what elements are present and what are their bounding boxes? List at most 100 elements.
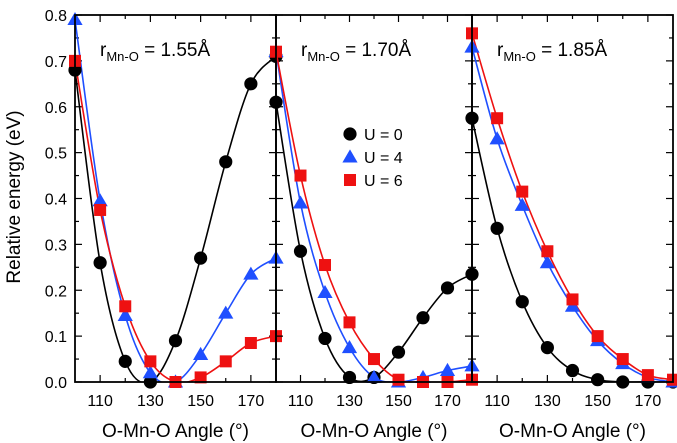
data-point [144,355,157,368]
data-point [194,251,208,265]
x-tick-label: 130 [336,393,363,410]
data-point [293,244,308,258]
data-point [119,300,132,313]
data-point [142,365,158,379]
data-point [392,373,405,386]
legend-marker [343,127,357,141]
x-tick-label: 110 [484,393,510,410]
data-point [368,353,380,366]
data-point [591,330,604,343]
y-tick-label: 0.7 [45,54,67,71]
legend-marker [344,174,356,186]
y-axis-label: Relative energy (eV) [4,110,25,283]
y-tick-label: 0.3 [45,237,67,254]
data-point [193,346,209,360]
data-point [294,169,307,182]
data-point [194,371,207,384]
legend-entry: U = 6 [344,173,403,190]
y-tick-label: 0.1 [45,329,67,346]
data-point [514,197,530,211]
data-point [515,295,529,309]
data-point [516,185,529,198]
y-tick-label: 0.2 [45,283,67,300]
x-tick-label: 110 [288,393,314,410]
data-point [416,311,430,325]
data-point [219,155,233,169]
data-point [566,293,579,306]
x-tick-label: 130 [137,393,164,410]
y-tick-label: 0.5 [45,146,67,163]
data-point [565,363,580,378]
data-point [292,195,309,209]
series-line [472,118,673,382]
panel-2: 110 130 150 170 O-Mn-O Angle (°) rMn-O = 1.70… [268,14,480,442]
data-point [641,369,654,382]
data-point [366,369,382,383]
x-tick-label: 170 [434,393,461,410]
data-point [616,353,629,366]
series-line [276,102,472,382]
data-point [94,203,107,216]
data-point [540,340,554,355]
data-point [218,305,234,319]
data-point [541,245,554,258]
series-line [276,51,472,382]
series-line [472,46,673,382]
data-point [591,373,605,387]
data-point [667,373,677,386]
series-line [75,55,276,382]
x-tick-label: 130 [534,393,561,410]
panel-label: rMn-O = 1.55Å [100,40,210,64]
y-tick-label: 0.0 [45,375,67,392]
data-point [244,77,258,91]
y-tick-label: 0.6 [45,100,67,117]
x-tick-label: 150 [584,393,611,410]
x-axis-label: O-Mn-O Angle (°) [499,421,646,442]
legend-label: U = 0 [364,127,403,144]
data-point [243,266,259,280]
x-tick-label: 170 [238,393,265,410]
legend-marker [342,149,358,163]
series-line [472,33,673,381]
legend-label: U = 4 [364,150,403,167]
legend-entry: U = 0 [343,127,403,144]
data-point [318,331,332,346]
series-line [75,19,276,382]
data-point [341,339,358,354]
data-point [219,355,232,368]
panels: 110 130 150 170 0.0 0.1 0.2 0.3 0.4 0.5 0.6 0.7 0.8 O… [45,8,677,442]
x-tick-label: 150 [187,393,214,410]
x-axis-label: O-Mn-O Angle (°) [102,421,249,442]
data-point [439,362,456,377]
legend-entry: U = 4 [342,149,403,167]
data-point [93,256,107,270]
data-point [168,334,183,348]
data-point [317,284,333,299]
data-point [490,221,504,235]
y-tick-label: 0.4 [45,192,67,209]
x-tick-label: 150 [385,393,412,410]
data-point [118,354,132,368]
data-point [343,316,356,329]
x-tick-label: 110 [87,393,113,410]
panel-1: 110 130 150 170 0.0 0.1 0.2 0.3 0.4 0.5 0.6 0.7 0.8 O… [45,8,284,442]
panel-3: 110 130 150 170 O-Mn-O Angle (°) rMn-O = 1.85… [464,14,677,442]
data-point [491,112,504,125]
panel-label: rMn-O = 1.70Å [301,40,411,64]
legend-label: U = 6 [364,173,403,190]
data-point [440,281,455,295]
series-line [276,51,472,382]
panel-label: rMn-O = 1.85Å [497,40,607,64]
y-tick-label: 0.8 [45,8,67,25]
data-point [92,193,108,207]
data-point [539,255,555,269]
data-point [117,307,133,321]
data-point [391,345,406,359]
data-point [489,131,505,145]
data-point [319,259,331,272]
plot-frame [471,14,674,383]
data-point [244,337,257,350]
legend: U = 0 U = 4 U = 6 [342,127,403,190]
plot-frame [74,14,277,383]
